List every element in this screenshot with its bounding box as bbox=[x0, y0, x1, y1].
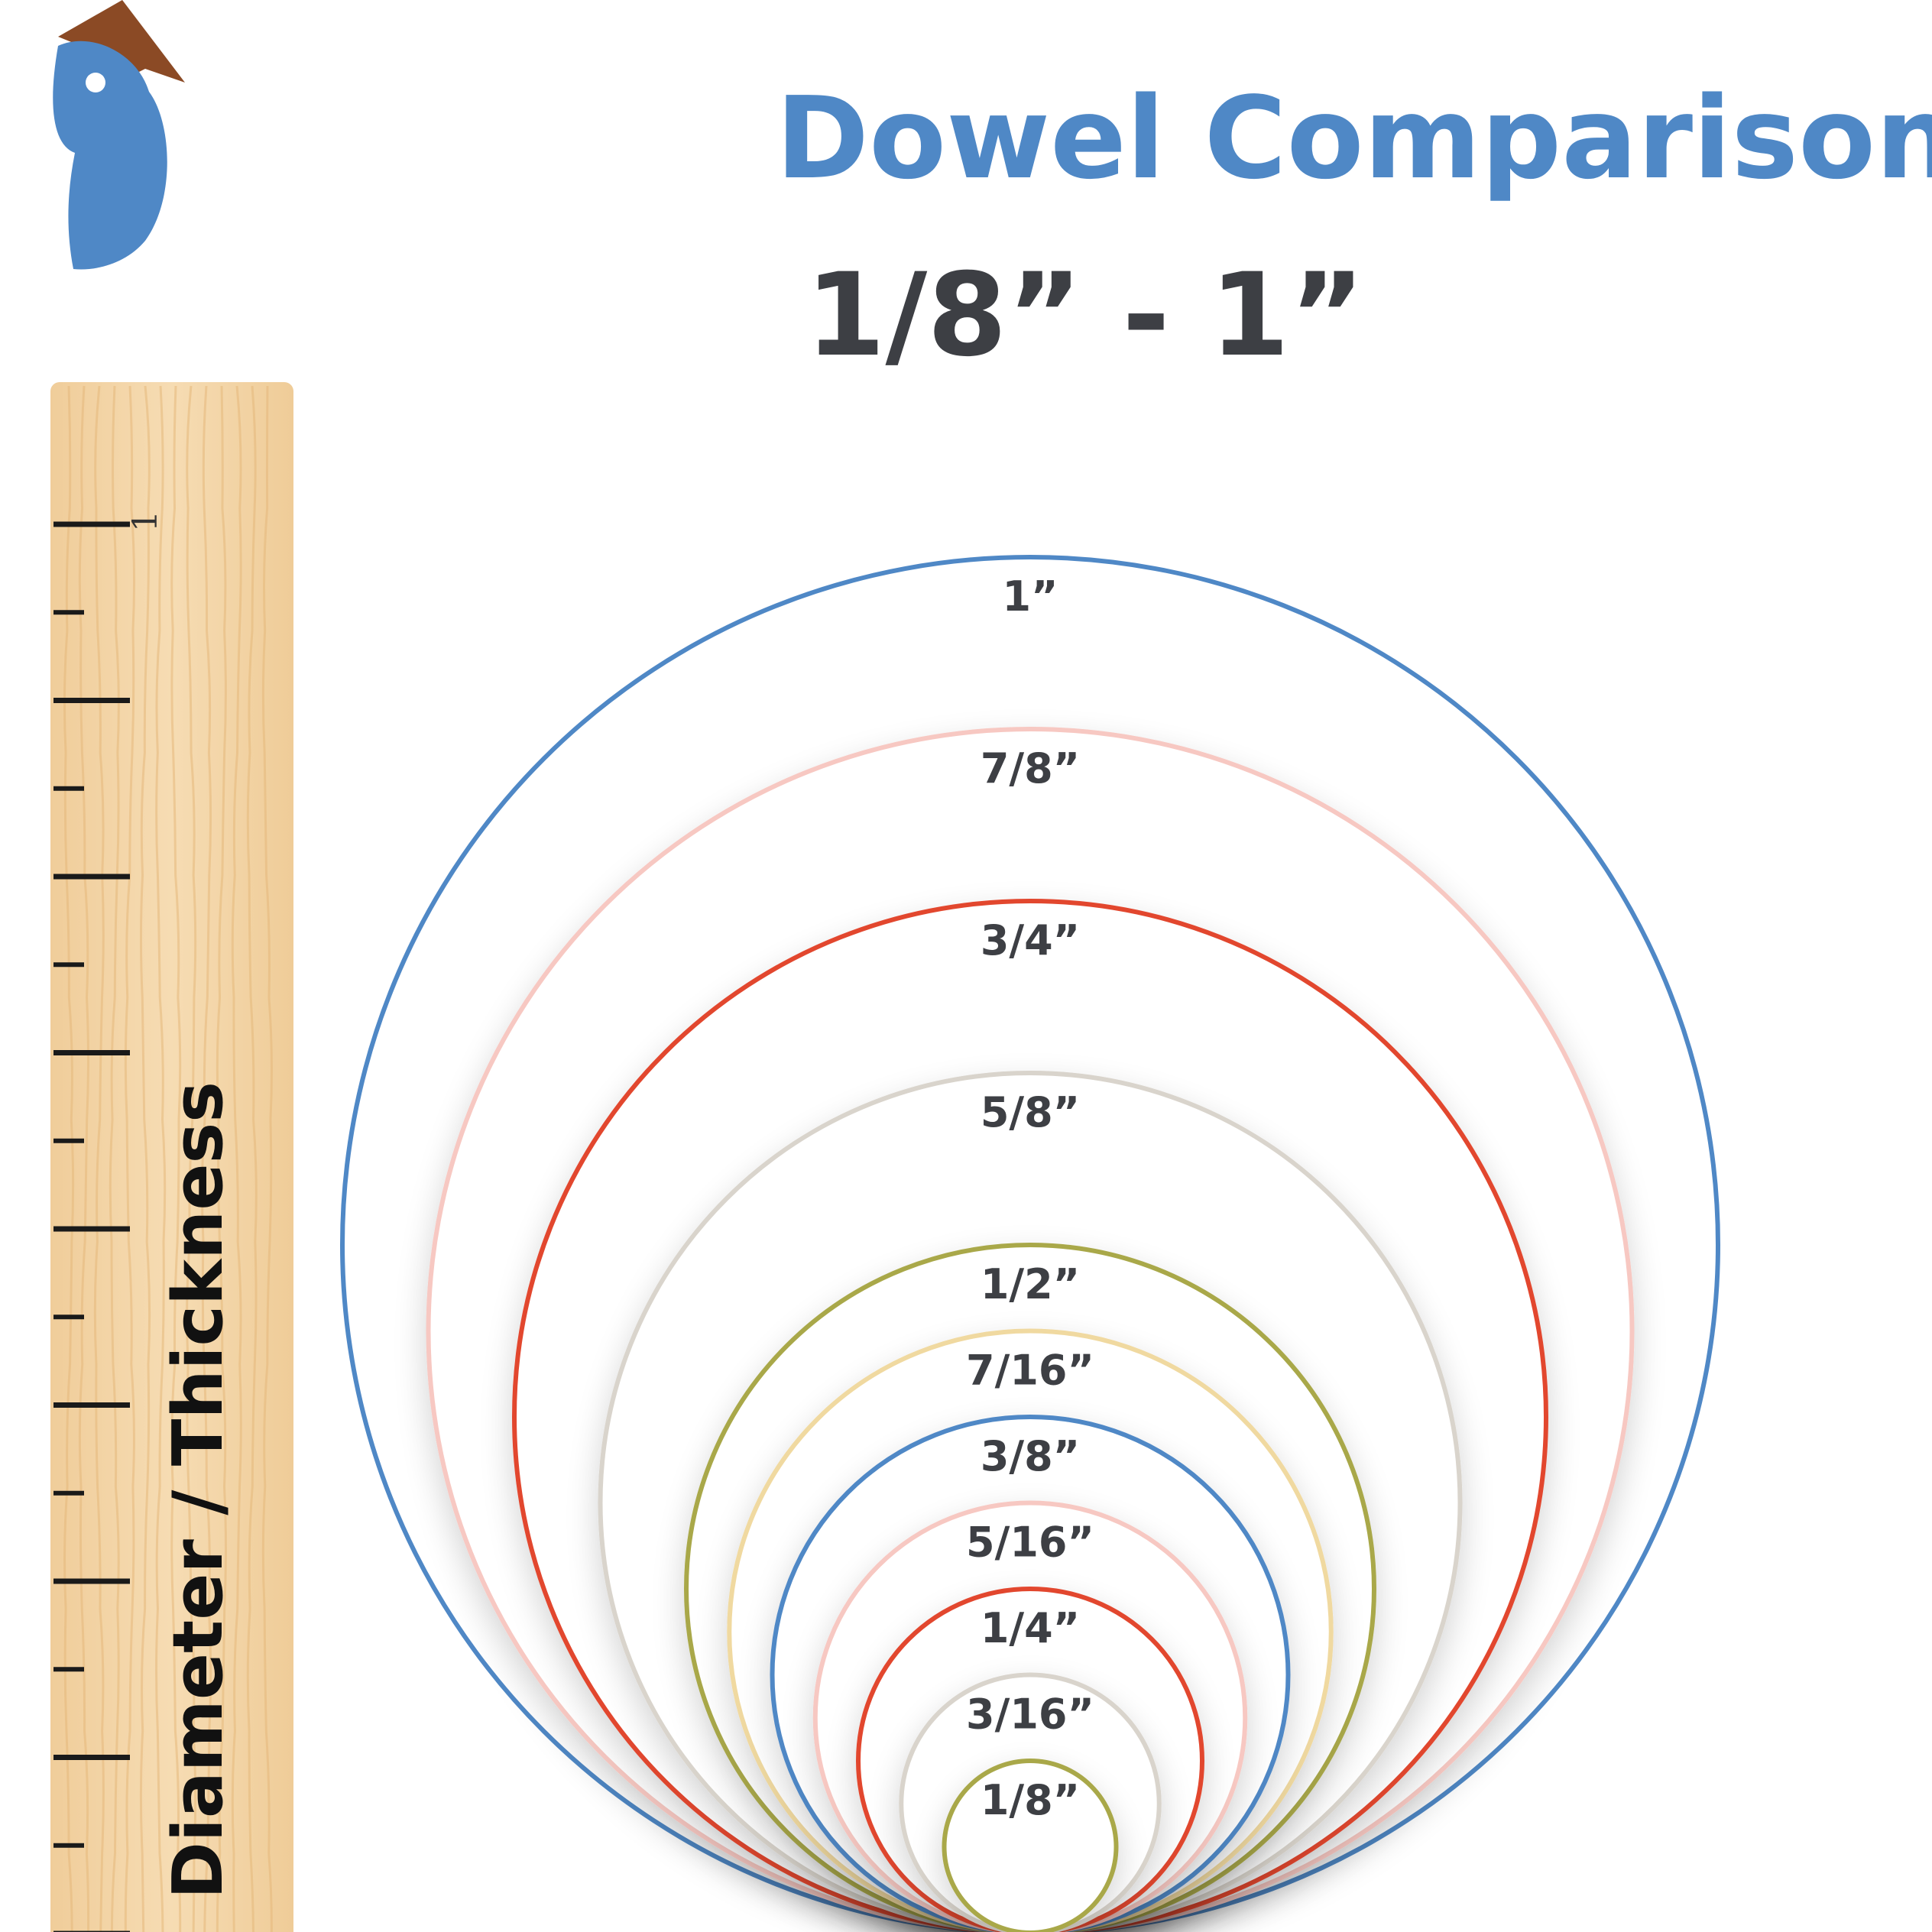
page-subtitle: 1/8” - 1” bbox=[806, 249, 1365, 382]
ruler-ticks bbox=[53, 521, 130, 1932]
dowel-label-4: 1/2” bbox=[981, 1260, 1080, 1308]
wood-grain-line bbox=[109, 385, 120, 1932]
wood-grain-line bbox=[63, 385, 75, 1932]
ruler: 1 Diameter / Thickness bbox=[50, 382, 293, 1932]
wood-grain-line bbox=[231, 385, 242, 1932]
dowel-label-2: 3/4” bbox=[981, 916, 1080, 964]
dowel-label-7: 5/16” bbox=[966, 1519, 1094, 1567]
wood-grain-line bbox=[155, 385, 167, 1932]
dowel-label-1: 7/8” bbox=[981, 744, 1080, 793]
wood-grain-line bbox=[216, 385, 228, 1932]
dowel-circle-10 bbox=[942, 1759, 1119, 1932]
dowel-label-6: 3/8” bbox=[981, 1432, 1080, 1480]
wood-grain-line bbox=[170, 385, 182, 1932]
bird-logo-icon bbox=[53, 0, 185, 270]
dowel-circles bbox=[340, 555, 1720, 1932]
wood-grain-line bbox=[261, 385, 274, 1932]
dowel-labels: 1” 7/8” 3/4” 5/8” 1/2” 7/16” 3/8” 5/16” 1/4” 3/16… bbox=[966, 572, 1094, 1824]
wood-grain-line bbox=[78, 385, 90, 1932]
dowel-label-3: 5/8” bbox=[981, 1088, 1080, 1136]
ruler-body bbox=[50, 382, 293, 1932]
dowel-label-8: 1/4” bbox=[981, 1604, 1080, 1652]
dowel-label-10: 1/8” bbox=[981, 1776, 1080, 1824]
dowel-label-0: 1” bbox=[1002, 572, 1058, 621]
wood-grain bbox=[63, 385, 274, 1932]
ruler-inch-label: 1 bbox=[126, 511, 165, 532]
page-title: Dowel Comparison Chart bbox=[776, 73, 1932, 204]
wood-grain-line bbox=[200, 385, 212, 1932]
wood-grain-line bbox=[93, 385, 105, 1932]
wood-grain-line bbox=[124, 385, 136, 1932]
dowel-label-5: 7/16” bbox=[966, 1347, 1094, 1395]
wood-grain-line bbox=[186, 385, 197, 1932]
ruler-axis-label: Diameter / Thickness bbox=[158, 1081, 238, 1899]
wood-grain-line bbox=[139, 385, 151, 1932]
wood-grain-line bbox=[246, 385, 258, 1932]
dowel-label-9: 3/16” bbox=[966, 1690, 1094, 1739]
